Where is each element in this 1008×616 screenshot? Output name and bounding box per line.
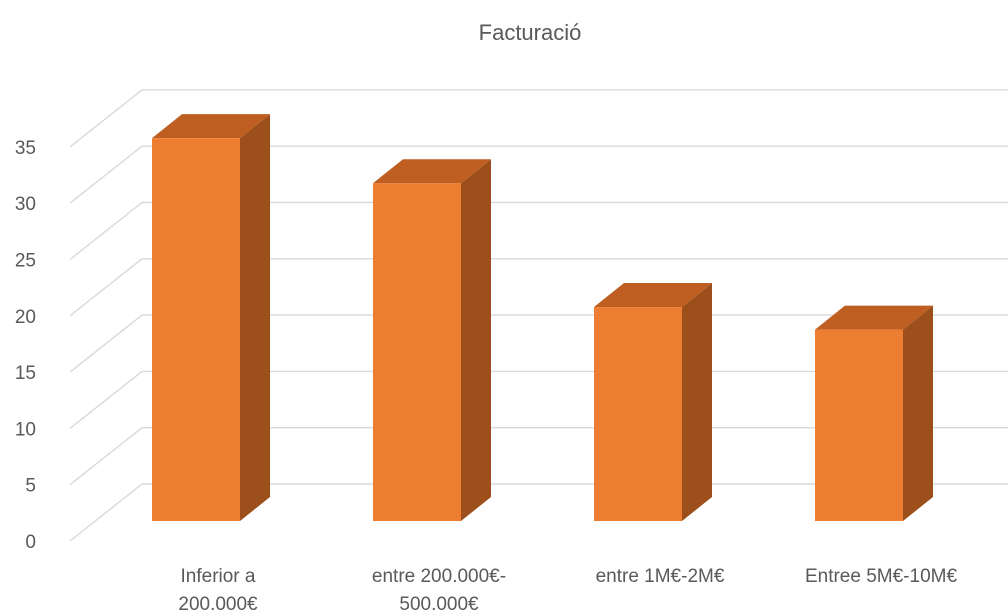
bar-side — [903, 305, 933, 521]
bar — [152, 114, 270, 521]
y-tick-label: 0 — [25, 532, 36, 553]
gridline-diagonal — [69, 370, 143, 429]
y-tick-label: 5 — [25, 476, 36, 497]
x-tick-label: entre 1M€-2M€ — [596, 566, 725, 587]
y-tick-label: 10 — [15, 419, 36, 440]
y-tick-label: 35 — [15, 138, 36, 159]
gridline-diagonal — [69, 89, 143, 148]
bar-top — [594, 283, 712, 308]
y-tick-label: 20 — [15, 307, 36, 328]
bar-top — [152, 114, 270, 139]
bar-front — [815, 329, 903, 521]
bar-side — [240, 114, 270, 521]
gridline-diagonal — [69, 483, 143, 542]
bar-front — [152, 138, 240, 521]
bar-side — [682, 283, 712, 521]
bar-front — [594, 307, 682, 521]
x-tick-label: Inferior a — [181, 566, 256, 587]
gridline-diagonal — [69, 314, 143, 373]
x-tick-label: Entree 5M€-10M€ — [805, 566, 958, 587]
y-tick-label: 15 — [15, 363, 36, 384]
gridlines — [69, 89, 1008, 542]
chart-title: Facturació — [479, 20, 582, 45]
bar — [373, 159, 491, 521]
bar-front — [373, 183, 461, 521]
bar-top — [373, 159, 491, 184]
gridline-diagonal — [69, 201, 143, 261]
bars — [152, 114, 933, 521]
bar — [815, 305, 933, 521]
y-tick-label: 30 — [15, 194, 36, 215]
y-tick-label: 25 — [15, 251, 36, 272]
x-tick-label: 500.000€ — [399, 594, 479, 615]
gridline-diagonal — [69, 427, 143, 486]
x-tick-label: entre 200.000€- — [372, 566, 506, 587]
bar-top — [815, 305, 933, 330]
bar-side — [461, 159, 491, 521]
x-tick-label: 200.000€ — [178, 594, 258, 615]
gridline-diagonal — [69, 145, 143, 204]
bar — [594, 283, 712, 521]
y-axis-ticks: 0 5 10 15 20 25 30 35 — [15, 138, 36, 553]
x-axis-labels: Inferior a 200.000€ entre 200.000€- 500.000… — [178, 566, 957, 615]
gridline-diagonal — [69, 258, 143, 317]
